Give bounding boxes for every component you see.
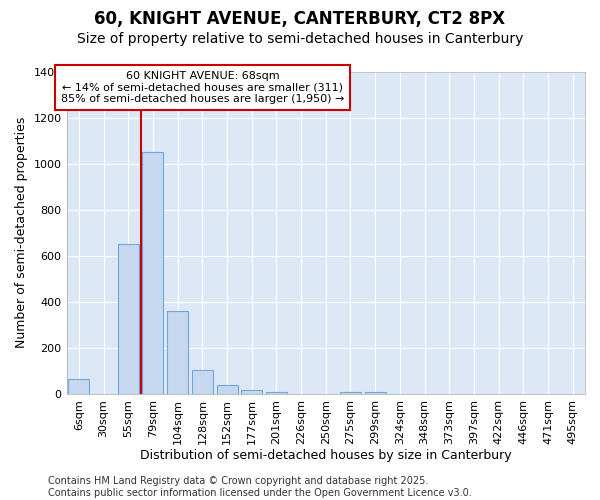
Bar [167, 311, 188, 394]
Bar [241, 390, 262, 394]
Bar [365, 392, 386, 394]
X-axis label: Distribution of semi-detached houses by size in Canterbury: Distribution of semi-detached houses by … [140, 450, 512, 462]
Bar [192, 370, 213, 394]
Bar [142, 152, 163, 394]
Bar [68, 379, 89, 394]
Text: Contains HM Land Registry data © Crown copyright and database right 2025.
Contai: Contains HM Land Registry data © Crown c… [48, 476, 472, 498]
Bar [266, 392, 287, 394]
Bar [118, 244, 139, 394]
Text: 60, KNIGHT AVENUE, CANTERBURY, CT2 8PX: 60, KNIGHT AVENUE, CANTERBURY, CT2 8PX [94, 10, 506, 28]
Bar [340, 392, 361, 394]
Y-axis label: Number of semi-detached properties: Number of semi-detached properties [15, 117, 28, 348]
Text: 60 KNIGHT AVENUE: 68sqm
← 14% of semi-detached houses are smaller (311)
85% of s: 60 KNIGHT AVENUE: 68sqm ← 14% of semi-de… [61, 71, 344, 104]
Text: Size of property relative to semi-detached houses in Canterbury: Size of property relative to semi-detach… [77, 32, 523, 46]
Bar [217, 384, 238, 394]
